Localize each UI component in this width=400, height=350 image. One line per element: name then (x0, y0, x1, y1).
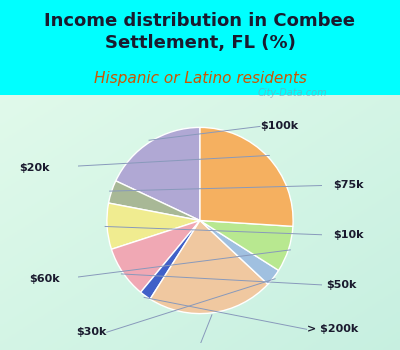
Text: Hispanic or Latino residents: Hispanic or Latino residents (94, 71, 306, 85)
Text: Income distribution in Combee
Settlement, FL (%): Income distribution in Combee Settlement… (44, 12, 356, 52)
Text: $10k: $10k (333, 230, 364, 240)
Text: $20k: $20k (20, 163, 50, 173)
Wedge shape (200, 220, 279, 284)
Wedge shape (108, 181, 200, 220)
Wedge shape (200, 127, 293, 226)
Wedge shape (141, 220, 200, 299)
Text: $50k: $50k (327, 280, 357, 290)
Text: $75k: $75k (333, 180, 364, 190)
Wedge shape (112, 220, 200, 292)
Text: City-Data.com: City-Data.com (258, 88, 327, 98)
Text: > $200k: > $200k (307, 324, 358, 334)
Text: $30k: $30k (76, 327, 107, 337)
Wedge shape (200, 220, 293, 271)
Wedge shape (150, 220, 268, 314)
Wedge shape (107, 203, 200, 249)
Text: $100k: $100k (260, 121, 298, 131)
Text: $60k: $60k (30, 274, 60, 284)
Wedge shape (116, 127, 200, 220)
